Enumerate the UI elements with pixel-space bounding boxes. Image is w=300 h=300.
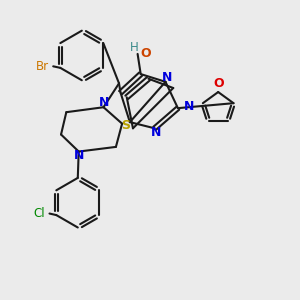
Text: N: N xyxy=(74,149,85,162)
Text: H: H xyxy=(130,41,139,54)
Text: S: S xyxy=(121,119,130,132)
Text: N: N xyxy=(184,100,194,113)
Text: O: O xyxy=(214,77,224,90)
Text: Cl: Cl xyxy=(33,207,44,220)
Text: Br: Br xyxy=(36,60,50,73)
Text: N: N xyxy=(151,127,161,140)
Text: N: N xyxy=(99,96,109,110)
Text: N: N xyxy=(162,71,172,84)
Text: O: O xyxy=(141,47,151,60)
